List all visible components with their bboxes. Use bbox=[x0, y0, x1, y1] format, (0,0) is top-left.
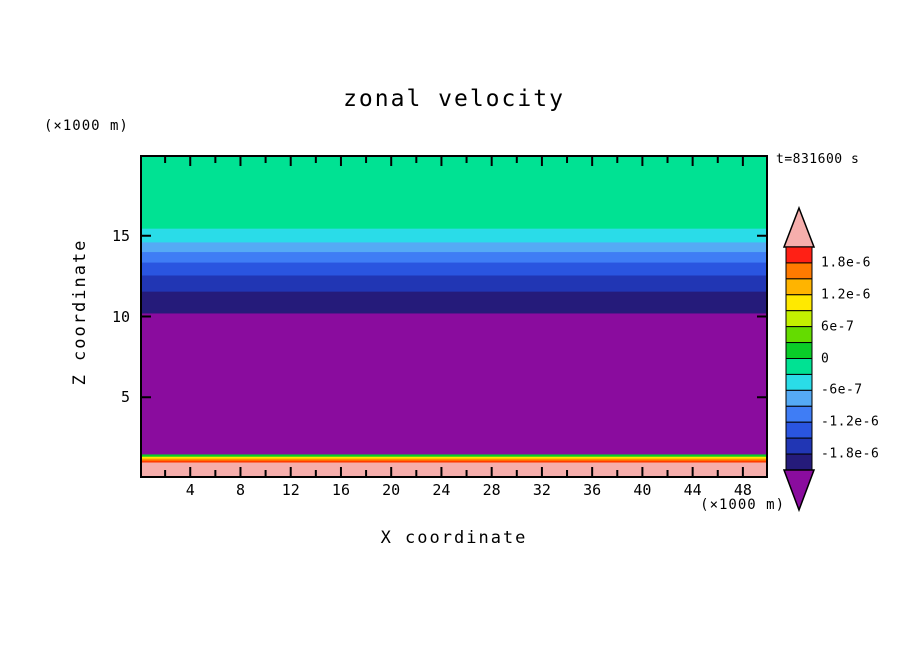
x-tick-label: 12 bbox=[281, 481, 300, 499]
colorbar-band bbox=[785, 262, 813, 280]
x-tick-label: 48 bbox=[733, 481, 752, 499]
chart-title: zonal velocity bbox=[343, 86, 565, 112]
colorbar-label: -6e-7 bbox=[821, 382, 863, 398]
colorbar-over-arrow bbox=[782, 205, 816, 248]
plot-frame bbox=[140, 155, 768, 478]
contour-band bbox=[140, 241, 768, 253]
colorbar-band bbox=[785, 437, 813, 455]
colorbar-band bbox=[785, 373, 813, 391]
contour-band bbox=[140, 312, 768, 455]
colorbar-band bbox=[785, 246, 813, 264]
y-tick-label: 10 bbox=[111, 307, 130, 326]
x-tick-label: 16 bbox=[331, 481, 350, 499]
x-axis-label: X coordinate bbox=[380, 528, 528, 548]
x-tick-label: 28 bbox=[482, 481, 501, 499]
contour-band bbox=[140, 457, 768, 461]
contour-band bbox=[140, 274, 768, 292]
contour-band bbox=[140, 459, 768, 463]
colorbar-band bbox=[785, 342, 813, 360]
contour-band bbox=[140, 290, 768, 314]
contour-band bbox=[140, 261, 768, 276]
colorbar bbox=[782, 205, 816, 513]
y-tick-label: 5 bbox=[120, 388, 130, 407]
x-tick-label: 40 bbox=[633, 481, 652, 499]
colorbar-band bbox=[785, 310, 813, 328]
colorbar-band bbox=[785, 326, 813, 344]
colorbar-band bbox=[785, 278, 813, 296]
y-axis-unit: (×1000 m) bbox=[44, 118, 129, 134]
colorbar-label: -1.8e-6 bbox=[821, 446, 880, 462]
colorbar-label: -1.2e-6 bbox=[821, 414, 880, 430]
contour-band bbox=[140, 251, 768, 263]
x-tick-label: 36 bbox=[583, 481, 602, 499]
colorbar-band bbox=[785, 453, 813, 471]
x-tick-label: 24 bbox=[432, 481, 451, 499]
colorbar-band bbox=[785, 405, 813, 423]
contour-band bbox=[140, 453, 768, 457]
colorbar-label: 1.8e-6 bbox=[821, 255, 871, 271]
colorbar-band bbox=[785, 389, 813, 407]
x-tick-label: 4 bbox=[185, 481, 195, 499]
contour-plot bbox=[140, 155, 768, 478]
x-tick-label: 20 bbox=[382, 481, 401, 499]
colorbar-label: 0 bbox=[821, 351, 830, 366]
x-axis-unit: (×1000 m) bbox=[700, 497, 785, 513]
x-tick-label: 8 bbox=[235, 481, 245, 499]
colorbar-band bbox=[785, 294, 813, 312]
contour-band bbox=[140, 461, 768, 478]
colorbar-label: 6e-7 bbox=[821, 319, 855, 335]
contour-band bbox=[140, 227, 768, 243]
y-tick-label: 15 bbox=[111, 226, 130, 245]
colorbar-band bbox=[785, 421, 813, 439]
x-tick-label: 32 bbox=[532, 481, 551, 499]
time-label: t=831600 s bbox=[776, 152, 860, 167]
contour-band bbox=[140, 155, 768, 229]
colorbar-label: 1.2e-6 bbox=[821, 287, 871, 303]
x-tick-label: 44 bbox=[683, 481, 702, 499]
contour-band bbox=[140, 455, 768, 459]
colorbar-band bbox=[785, 358, 813, 375]
colorbar-under-arrow bbox=[782, 469, 816, 513]
